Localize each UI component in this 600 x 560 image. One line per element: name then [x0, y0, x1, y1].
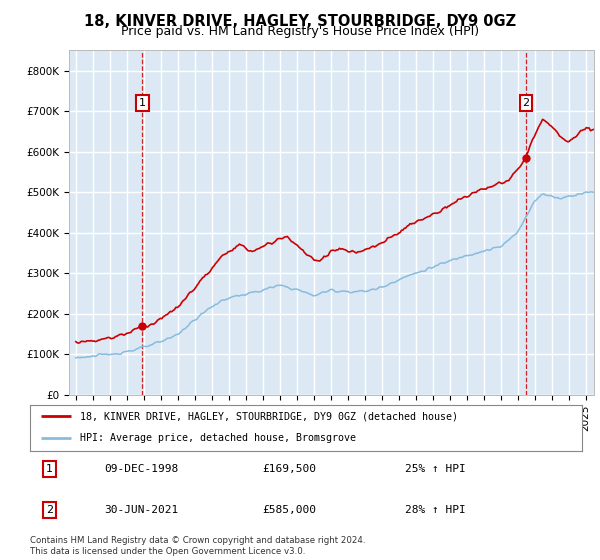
Text: Price paid vs. HM Land Registry's House Price Index (HPI): Price paid vs. HM Land Registry's House … — [121, 25, 479, 38]
Text: £169,500: £169,500 — [262, 464, 316, 474]
Text: 2: 2 — [46, 505, 53, 515]
Text: 30-JUN-2021: 30-JUN-2021 — [104, 505, 179, 515]
Text: 2: 2 — [523, 98, 530, 108]
Text: 25% ↑ HPI: 25% ↑ HPI — [406, 464, 466, 474]
Text: 18, KINVER DRIVE, HAGLEY, STOURBRIDGE, DY9 0GZ: 18, KINVER DRIVE, HAGLEY, STOURBRIDGE, D… — [84, 14, 516, 29]
Text: 1: 1 — [46, 464, 53, 474]
Text: 28% ↑ HPI: 28% ↑ HPI — [406, 505, 466, 515]
Text: HPI: Average price, detached house, Bromsgrove: HPI: Average price, detached house, Brom… — [80, 433, 356, 443]
Text: 18, KINVER DRIVE, HAGLEY, STOURBRIDGE, DY9 0GZ (detached house): 18, KINVER DRIVE, HAGLEY, STOURBRIDGE, D… — [80, 412, 458, 421]
Text: 09-DEC-1998: 09-DEC-1998 — [104, 464, 179, 474]
Text: £585,000: £585,000 — [262, 505, 316, 515]
Text: 1: 1 — [139, 98, 146, 108]
Text: Contains HM Land Registry data © Crown copyright and database right 2024.
This d: Contains HM Land Registry data © Crown c… — [30, 536, 365, 556]
